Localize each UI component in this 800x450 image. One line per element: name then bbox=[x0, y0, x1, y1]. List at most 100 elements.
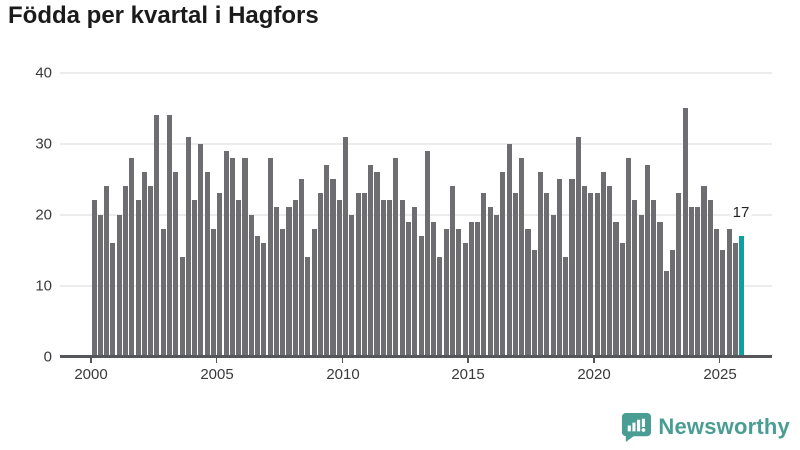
x-axis-line bbox=[60, 355, 772, 358]
bubble-shape bbox=[622, 412, 652, 442]
bar-2021-q3 bbox=[632, 200, 638, 356]
bar-2021-q1 bbox=[619, 242, 625, 356]
bar-2020-q1 bbox=[594, 193, 600, 356]
bar-2004-q1 bbox=[192, 200, 198, 356]
bar-2021-q4 bbox=[638, 214, 644, 356]
bar-2010-q4 bbox=[361, 193, 367, 356]
bar-2021-q2 bbox=[626, 157, 632, 356]
bar-2016-q3 bbox=[506, 143, 512, 356]
bar-2014-q3 bbox=[456, 228, 462, 356]
bar-2007-q4 bbox=[286, 207, 292, 356]
bar-2010-q2 bbox=[349, 214, 355, 356]
bar-2002-q4 bbox=[160, 228, 166, 356]
bar-2000-q1 bbox=[91, 200, 97, 356]
bar-2009-q3 bbox=[330, 179, 336, 356]
x-tick-2015 bbox=[467, 357, 469, 363]
bar-2019-q3 bbox=[582, 186, 588, 356]
x-tick-label-2000: 2000 bbox=[74, 366, 108, 383]
bar-2015-q1 bbox=[468, 221, 474, 356]
bar-2015-q4 bbox=[487, 207, 493, 356]
bar-2006-q1 bbox=[242, 157, 248, 356]
chart-title: Födda per kvartal i Hagfors bbox=[8, 2, 319, 29]
bar-2009-q1 bbox=[317, 193, 323, 356]
bar-2004-q3 bbox=[204, 172, 210, 356]
bar-2011-q2 bbox=[374, 172, 380, 356]
gridline-40 bbox=[60, 72, 772, 74]
bar-2002-q1 bbox=[141, 172, 147, 356]
bar-2001-q1 bbox=[116, 214, 122, 356]
bar-2000-q4 bbox=[110, 242, 116, 356]
bar-2001-q4 bbox=[135, 200, 141, 356]
bar-2006-q4 bbox=[261, 242, 267, 356]
bar-2000-q2 bbox=[97, 214, 103, 356]
x-tick-label-2010: 2010 bbox=[326, 366, 360, 383]
gridline-30 bbox=[60, 143, 772, 145]
bar-2016-q1 bbox=[493, 214, 500, 356]
bar-2011-q4 bbox=[387, 200, 393, 356]
bar-2005-q1 bbox=[217, 193, 223, 356]
bar-2012-q4 bbox=[412, 207, 418, 356]
bar-2023-q4 bbox=[688, 207, 694, 356]
x-tick-2025 bbox=[718, 357, 721, 363]
bar-2008-q4 bbox=[311, 228, 317, 356]
bar-2014-q2 bbox=[449, 186, 456, 356]
bar-2025-q4-highlighted bbox=[739, 235, 745, 356]
bar-2005-q4 bbox=[236, 200, 242, 356]
bar-2025-q3 bbox=[732, 242, 739, 356]
newsworthy-logo: Newsworthy bbox=[620, 411, 790, 442]
bar-2006-q3 bbox=[255, 235, 261, 356]
bar-chart-bubble-icon bbox=[620, 411, 652, 442]
bar-2001-q2 bbox=[122, 186, 129, 356]
bar-2012-q1 bbox=[393, 157, 399, 356]
bar-2007-q3 bbox=[280, 228, 286, 356]
bar-2004-q2 bbox=[198, 143, 204, 356]
x-tick-label-2020: 2020 bbox=[577, 366, 611, 383]
bar-2017-q4 bbox=[537, 172, 544, 356]
bar-2017-q1 bbox=[519, 157, 525, 356]
bar-2020-q3 bbox=[607, 186, 613, 356]
bar-2018-q2 bbox=[550, 214, 556, 356]
y-tick-label-20: 20 bbox=[35, 206, 52, 224]
x-tick-label-2005: 2005 bbox=[200, 366, 234, 383]
bar-2024-q4 bbox=[714, 228, 720, 356]
bar-2011-q1 bbox=[368, 164, 374, 356]
bar-2022-q1 bbox=[644, 164, 650, 356]
bar-2003-q3 bbox=[179, 256, 185, 356]
bar-2023-q1 bbox=[670, 249, 676, 356]
bar-2005-q2 bbox=[223, 150, 229, 356]
bar-2022-q2 bbox=[651, 200, 657, 356]
bar-2006-q2 bbox=[248, 214, 254, 356]
bar-2001-q3 bbox=[129, 157, 135, 356]
bar-2008-q3 bbox=[305, 256, 311, 356]
bar-2023-q2 bbox=[676, 193, 682, 356]
bar-2015-q3 bbox=[481, 193, 487, 356]
bar-2009-q2 bbox=[324, 164, 330, 356]
bar-2012-q3 bbox=[405, 221, 412, 356]
y-tick-label-30: 30 bbox=[35, 135, 52, 153]
bar-2013-q4 bbox=[437, 256, 443, 356]
bar-2020-q4 bbox=[613, 221, 619, 356]
bar-2025-q2 bbox=[726, 228, 732, 356]
bar-2018-q3 bbox=[556, 179, 562, 356]
bar-2010-q3 bbox=[355, 193, 361, 356]
bar-2002-q2 bbox=[148, 186, 154, 356]
bar-2016-q2 bbox=[500, 172, 506, 356]
bar-2019-q1 bbox=[569, 179, 575, 356]
bar-2003-q2 bbox=[173, 172, 179, 356]
bar-2008-q2 bbox=[299, 179, 305, 356]
x-tick-2010 bbox=[341, 357, 344, 363]
bar-2022-q3 bbox=[657, 221, 663, 356]
brand-name: Newsworthy bbox=[658, 413, 790, 439]
bar-2018-q4 bbox=[563, 256, 569, 356]
bar-2000-q3 bbox=[104, 186, 110, 356]
bar-2010-q1 bbox=[343, 136, 349, 356]
bar-2023-q3 bbox=[682, 108, 688, 356]
bar-2024-q3 bbox=[707, 200, 713, 356]
bar-2013-q1 bbox=[418, 235, 424, 356]
y-tick-label-10: 10 bbox=[35, 277, 52, 295]
bar-2017-q2 bbox=[525, 228, 531, 356]
bar-2018-q1 bbox=[544, 193, 550, 356]
bar-2015-q2 bbox=[475, 221, 481, 356]
bar-2019-q2 bbox=[575, 136, 581, 356]
